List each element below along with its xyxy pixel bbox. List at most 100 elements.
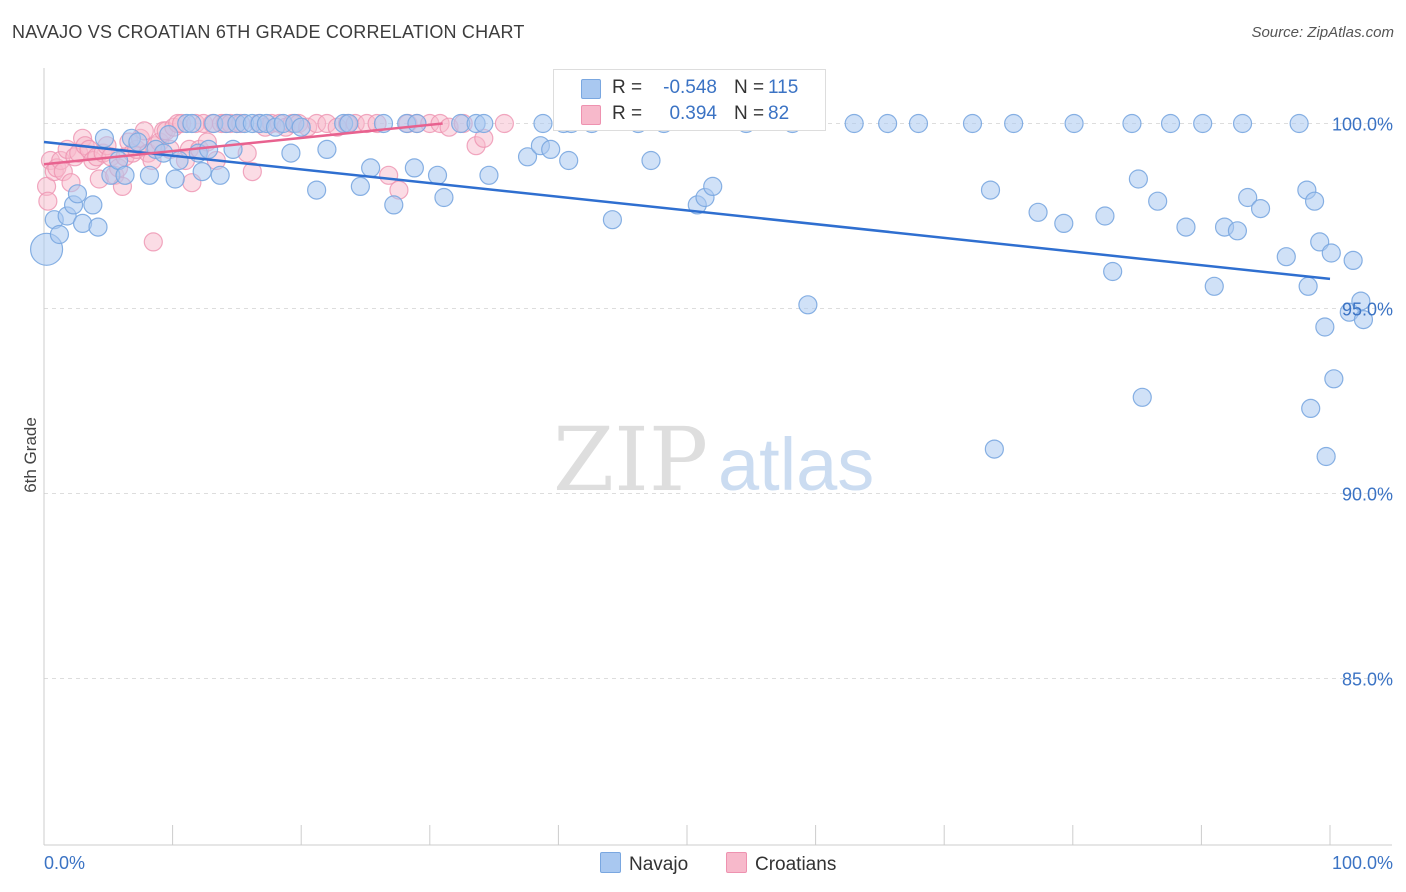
navajo-point [908, 113, 929, 134]
navajo-point [361, 158, 381, 178]
navajo-point [703, 176, 723, 196]
gridlines [44, 123, 1392, 679]
navajo-trend-line [43, 140, 1331, 281]
navajo-point [517, 147, 538, 167]
croatians-trend-line [43, 122, 443, 166]
navajo-point [844, 113, 864, 134]
navajo-point [1324, 369, 1344, 389]
legend-item-croatians[interactable]: Croatians [726, 852, 836, 876]
navajo-point [1343, 250, 1363, 270]
navajo-point [641, 150, 661, 171]
navajo-point [67, 184, 88, 204]
navajo-point [159, 125, 179, 145]
navajo-point [1193, 113, 1213, 134]
navajo-point [1227, 221, 1248, 241]
navajo-swatch [581, 79, 601, 99]
navajo-point [1238, 187, 1258, 208]
watermark-atlas: atlas [718, 423, 874, 506]
navajo-point [291, 117, 311, 137]
n-label: N = [734, 77, 765, 98]
navajo-point [281, 143, 301, 163]
navajo-point [169, 150, 189, 171]
navajo-point [878, 113, 898, 134]
croatians-point [38, 191, 58, 211]
legend-item-navajo[interactable]: Navajo [600, 852, 688, 876]
navajo-point [192, 162, 212, 182]
navajo-point [434, 187, 454, 208]
watermark-zip: ZIP [553, 408, 708, 511]
navajo-point [1054, 213, 1074, 233]
navajo-point [479, 165, 499, 185]
navajo-point [962, 113, 983, 134]
navajo-point [1353, 310, 1374, 330]
croatians-point [143, 232, 163, 252]
navajo-point [1250, 199, 1271, 219]
tick-labels: 85.0% 90.0% 95.0% 100.0% 0.0% 100.0% [44, 115, 1393, 874]
navajo-point [1289, 113, 1309, 134]
navajo-point [210, 165, 230, 185]
chart-title: NAVAJO VS CROATIAN 6TH GRADE CORRELATION… [12, 22, 525, 42]
navajo-point [559, 150, 579, 171]
n-label: N = [734, 103, 765, 124]
croatians-point [494, 113, 514, 134]
legend-row-croatians: R = 0.394 N = 82 [554, 101, 825, 127]
trend-lines [43, 122, 1331, 281]
navajo-point [1204, 276, 1224, 296]
r-label: R = [612, 77, 643, 98]
navajo-point [139, 165, 160, 185]
navajo-point [1160, 113, 1181, 134]
navajo-point [1316, 446, 1336, 467]
navajo-point [199, 139, 219, 159]
navajo-point [165, 169, 185, 189]
navajo-point [384, 195, 404, 215]
navajo-legend-swatch [600, 852, 621, 873]
navajo-point [1103, 261, 1123, 282]
navajo-point [404, 158, 424, 178]
navajo-point [1298, 276, 1318, 296]
navajo-point [1176, 217, 1196, 237]
navajo-point [1064, 113, 1084, 134]
navajo-point [474, 113, 494, 134]
navajo-point [317, 139, 337, 159]
navajo-point [427, 165, 448, 185]
navajo-point [1122, 113, 1142, 134]
navajo-point [798, 295, 818, 315]
r-label: R = [612, 103, 643, 124]
y-tick-label: 100.0% [1332, 115, 1393, 135]
croatians-swatch [581, 105, 601, 125]
croatians-point [242, 162, 262, 182]
navajo-point [1301, 398, 1321, 418]
source-label: Source: ZipAtlas.com [1251, 24, 1394, 41]
watermark: ZIP atlas [553, 408, 874, 511]
axes [43, 68, 1392, 846]
navajo-point [541, 139, 561, 159]
navajo-point [1128, 169, 1148, 189]
croatians-legend-label: Croatians [755, 854, 837, 875]
navajo-point [980, 180, 1001, 200]
navajo-point [1148, 191, 1168, 211]
y-axis-title: 6th Grade [21, 417, 40, 493]
r-value: 0.394 [669, 103, 717, 124]
navajo-point [1004, 113, 1024, 134]
navajo-point [1304, 191, 1325, 211]
navajo-point [1315, 317, 1335, 337]
r-value: -0.548 [663, 77, 717, 98]
y-tick-label: 90.0% [1342, 485, 1393, 505]
navajo-point [1351, 291, 1371, 311]
navajo-point [88, 217, 108, 237]
navajo-point [115, 165, 135, 185]
navajo-point [49, 224, 70, 245]
navajo-point [350, 176, 370, 196]
navajo-point [182, 113, 202, 134]
navajo-point [128, 132, 148, 152]
navajo-point [83, 195, 103, 215]
navajo-point [339, 113, 359, 134]
navajo-point [94, 128, 115, 148]
navajo-point [1028, 202, 1048, 222]
navajo-point [1276, 247, 1296, 267]
stats-legend: R = -0.548 N = 115 R = 0.394 N = 82 [553, 69, 826, 131]
navajo-point [984, 439, 1004, 459]
croatians-legend-swatch [726, 852, 747, 873]
navajo-point [1132, 387, 1152, 407]
